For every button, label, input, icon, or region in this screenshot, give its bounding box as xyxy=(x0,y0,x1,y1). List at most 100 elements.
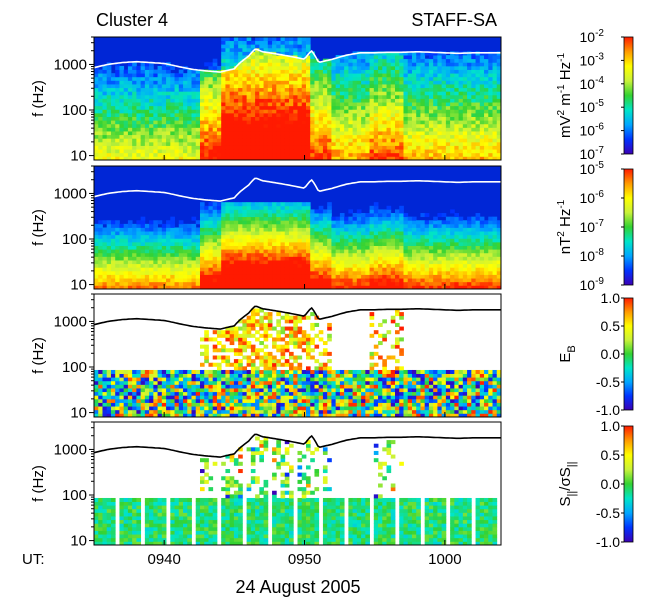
y-tick-label: 100 xyxy=(62,102,87,119)
heatmap-cell xyxy=(98,156,103,160)
heatmap-cell xyxy=(140,252,146,257)
heatmap-cell xyxy=(458,102,464,107)
heatmap-cell xyxy=(174,256,180,261)
heatmap-cell xyxy=(191,138,197,143)
heatmap-cell xyxy=(110,270,116,275)
heatmap-cell xyxy=(195,227,201,232)
heatmap-cell xyxy=(335,120,341,125)
heatmap-cell xyxy=(208,94,214,99)
heatmap-cell xyxy=(166,238,171,243)
heatmap-cell xyxy=(216,278,222,283)
heatmap-cell xyxy=(94,373,99,378)
heatmap-cell xyxy=(322,249,328,254)
heatmap-cell xyxy=(475,116,481,121)
heatmap-cell xyxy=(204,102,209,107)
heatmap-cell xyxy=(250,120,256,125)
heatmap-cell xyxy=(450,241,455,246)
heatmap-cell xyxy=(471,270,476,275)
heatmap-cell xyxy=(305,73,311,78)
heatmap-cell xyxy=(267,44,273,49)
heatmap-cell xyxy=(450,131,455,136)
heatmap-cell xyxy=(327,285,332,289)
heatmap-cell xyxy=(411,238,417,243)
heatmap-cell xyxy=(411,260,417,265)
heatmap-cell xyxy=(246,102,252,107)
heatmap-cell xyxy=(115,278,120,283)
heatmap-cell xyxy=(305,94,311,99)
heatmap-cell xyxy=(94,377,99,382)
heatmap-cell xyxy=(284,249,290,254)
heatmap-cell xyxy=(276,120,281,125)
heatmap-cell xyxy=(221,209,226,214)
heatmap-cell xyxy=(386,281,392,286)
heatmap-cell xyxy=(212,213,218,218)
heatmap-cell xyxy=(424,149,430,154)
heatmap-cell xyxy=(174,84,180,89)
heatmap-cell xyxy=(407,216,413,221)
heatmap-cell xyxy=(161,238,167,243)
heatmap-cell xyxy=(102,73,108,78)
heatmap-cell xyxy=(365,91,370,96)
heatmap-cell xyxy=(492,227,498,232)
heatmap-cell xyxy=(233,252,239,257)
heatmap-cell xyxy=(284,102,290,107)
heatmap-cell xyxy=(390,120,396,125)
heatmap-cell xyxy=(242,285,248,289)
heatmap-cell xyxy=(115,220,120,225)
heatmap-cell xyxy=(416,241,421,246)
heatmap-cell xyxy=(386,274,392,279)
heatmap-cell xyxy=(301,44,307,49)
heatmap-cell xyxy=(484,256,489,261)
heatmap-cell xyxy=(492,149,498,154)
heatmap-cell xyxy=(242,65,248,70)
heatmap-cell xyxy=(467,84,472,89)
heatmap-cell xyxy=(352,238,358,243)
heatmap-cell xyxy=(225,156,231,160)
heatmap-cell xyxy=(289,285,294,289)
heatmap-cell xyxy=(356,274,362,279)
heatmap-cell xyxy=(322,209,328,214)
heatmap-cell xyxy=(212,102,218,107)
heatmap-cell xyxy=(399,51,404,56)
heatmap-cell xyxy=(263,123,269,128)
heatmap-cell xyxy=(445,156,451,160)
heatmap-cell xyxy=(123,87,129,92)
heatmap-cell xyxy=(140,270,146,275)
heatmap-cell xyxy=(305,278,311,283)
heatmap-cell xyxy=(246,55,252,60)
heatmap-cell xyxy=(437,149,443,154)
heatmap-cell xyxy=(437,141,443,146)
heatmap-cell xyxy=(462,105,468,110)
heatmap-cell xyxy=(276,127,281,132)
heatmap-cell xyxy=(344,134,349,139)
heatmap-cell xyxy=(356,76,362,81)
heatmap-cell xyxy=(305,285,311,289)
heatmap-cell xyxy=(119,109,125,114)
heatmap-cell xyxy=(110,402,116,407)
heatmap-cell xyxy=(356,285,362,289)
heatmap-cell xyxy=(331,84,337,89)
heatmap-cell xyxy=(183,105,188,110)
heatmap-cell xyxy=(272,116,277,121)
heatmap-cell xyxy=(416,145,421,150)
heatmap-cell xyxy=(373,213,379,218)
heatmap-cell xyxy=(378,87,383,92)
heatmap-cell xyxy=(310,138,315,143)
heatmap-cell xyxy=(246,220,252,225)
heatmap-cell xyxy=(238,94,243,99)
heatmap-cell xyxy=(191,134,197,139)
heatmap-cell xyxy=(178,149,184,154)
heatmap-cell xyxy=(280,44,286,49)
heatmap-cell xyxy=(361,227,366,232)
heatmap-cell xyxy=(441,263,447,268)
heatmap-cell xyxy=(153,245,158,250)
heatmap-cell xyxy=(119,138,125,143)
heatmap-cell xyxy=(403,285,409,289)
heatmap-cell xyxy=(420,141,426,146)
heatmap-cell xyxy=(492,241,498,246)
heatmap-cell xyxy=(382,65,387,70)
heatmap-cell xyxy=(327,141,332,146)
heatmap-cell xyxy=(250,80,256,85)
heatmap-cell xyxy=(123,285,129,289)
heatmap-cell xyxy=(462,145,468,150)
